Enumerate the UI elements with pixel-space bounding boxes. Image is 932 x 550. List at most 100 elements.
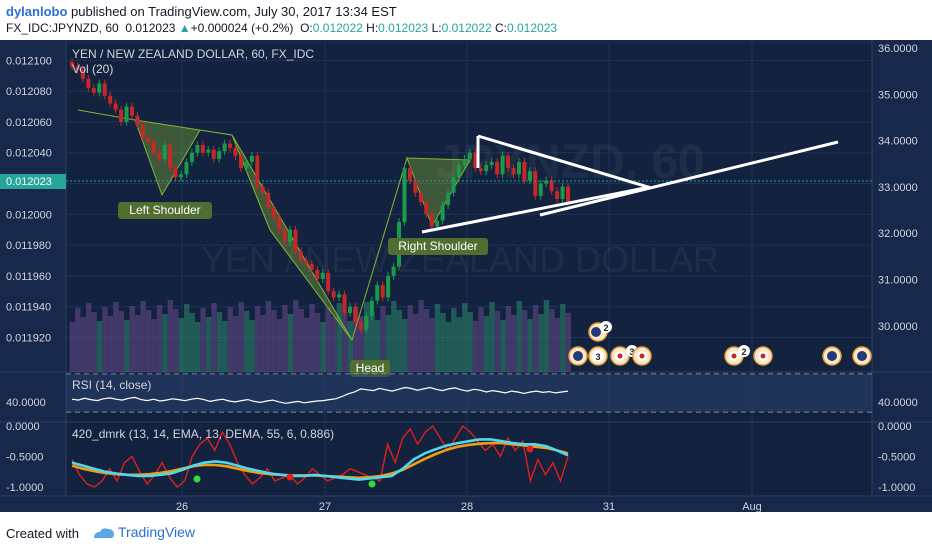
candle-body [70, 61, 74, 67]
candle-body [277, 217, 282, 230]
volume-bar [407, 305, 413, 372]
candle-body [462, 158, 467, 166]
candle-body [238, 155, 243, 169]
candle-body [358, 322, 363, 330]
volume-bar [151, 319, 157, 372]
volume-bar [363, 302, 370, 372]
trendline[interactable] [539, 140, 839, 217]
osc-pane[interactable] [66, 422, 872, 496]
volume-bar [353, 307, 359, 372]
event-marker[interactable]: 2 [724, 345, 750, 366]
candle-body [566, 186, 570, 202]
dmrk-title[interactable]: 420_dmrk (13, 14, EMA, 13, DEMA, 55, 6, … [72, 427, 334, 441]
economic-events[interactable]: 2 3 3 2 [568, 321, 872, 366]
volume-bar [249, 320, 255, 372]
symbol-line: FX_IDC:JPYNZD, 60 0.012023 ▲+0.000024 (+… [6, 21, 557, 35]
candle-body [489, 161, 494, 166]
volume-bar [396, 310, 403, 372]
volume-bar [244, 311, 250, 372]
svg-text:2: 2 [603, 323, 608, 333]
candle-body [195, 145, 200, 153]
last-price: 0.012023 [125, 21, 176, 35]
head-label: Head [356, 361, 385, 375]
dmrk-left-axis[interactable]: 0.0000 -0.5000 -1.0000 [6, 421, 43, 494]
candle-body [516, 161, 521, 175]
candle-body [451, 177, 456, 193]
candle-body [500, 155, 505, 175]
candle-body [380, 285, 385, 298]
candle-body [80, 69, 85, 79]
triangle-lower-line[interactable] [421, 185, 651, 234]
volume-bar [511, 315, 517, 372]
candle-body [364, 315, 369, 330]
candle-body [402, 168, 407, 223]
volume-bar [216, 312, 223, 372]
volume-bar [560, 304, 566, 372]
right-axis-tick: 32.0000 [878, 228, 918, 240]
volume-bar [118, 311, 125, 372]
candle-body [386, 275, 391, 298]
right-volume-axis[interactable]: 36.0000 35.0000 34.0000 33.0000 32.0000 31.00… [878, 43, 918, 333]
candles[interactable] [70, 58, 570, 334]
volume-bar [298, 309, 304, 372]
chart-area[interactable]: JPYNZD, 60 YEN / NEW ZEALAND DOLLAR Left… [0, 40, 932, 513]
candle-body [129, 106, 134, 116]
cross-marker [286, 473, 294, 481]
chart-svg[interactable]: JPYNZD, 60 YEN / NEW ZEALAND DOLLAR Left… [0, 40, 932, 513]
volume-bar [102, 307, 108, 372]
volume-bar [527, 319, 533, 372]
candle-body [119, 109, 124, 122]
event-marker[interactable]: 2 [588, 321, 612, 342]
event-marker[interactable]: 3 [588, 346, 608, 366]
event-marker[interactable] [852, 346, 872, 366]
volume-label[interactable]: Vol (20) [72, 62, 113, 76]
change-arrow-icon: ▲ [178, 21, 191, 35]
time-axis-label: 27 [319, 501, 331, 512]
candle-body [222, 143, 227, 152]
event-marker[interactable] [568, 346, 588, 366]
volume-bar [434, 304, 441, 372]
tradingview-cloud-icon[interactable] [92, 526, 116, 540]
volume-bar [494, 311, 501, 372]
candle-body [375, 285, 380, 301]
volume-bar [184, 304, 190, 372]
dmrk-left-tick: -0.5000 [6, 451, 43, 463]
candle-body [298, 251, 303, 261]
rsi-indicator[interactable]: RSI (14, close) 40.0000 40.0000 [6, 373, 918, 413]
dmrk-right-axis[interactable]: 0.0000 -0.5000 -1.0000 [878, 421, 915, 494]
volume-bar [211, 303, 217, 372]
candle-body [413, 180, 418, 193]
candle-body [495, 161, 500, 175]
right-shoulder-label-bg [388, 238, 488, 255]
triangle-upper-line[interactable] [477, 134, 649, 189]
symbol-label[interactable]: FX_IDC:JPYNZD, 60 [6, 21, 119, 35]
event-marker[interactable] [822, 346, 842, 366]
event-marker[interactable] [610, 346, 630, 366]
volume-bar [374, 320, 381, 372]
candle-body [304, 260, 309, 264]
volume-bar [472, 321, 479, 372]
volume-bar [96, 321, 103, 372]
volume-bar [135, 315, 141, 372]
volume-bar [309, 304, 315, 372]
event-marker[interactable] [753, 346, 773, 366]
rsi-title[interactable]: RSI (14, close) [72, 378, 151, 392]
triangle-pattern[interactable] [421, 134, 839, 234]
head-label-bg [350, 360, 390, 377]
author-link[interactable]: dylanlobo [6, 4, 68, 19]
volume-bar [91, 312, 97, 372]
left-axis-tick: 0.012060 [6, 117, 52, 129]
candle-body [456, 165, 461, 178]
candle-body [75, 66, 80, 70]
candle-body [260, 186, 265, 193]
created-with-label: Created with [6, 526, 79, 541]
event-marker[interactable] [632, 346, 652, 366]
main-title[interactable]: YEN / NEW ZEALAND DOLLAR, 60, FX_IDC [72, 47, 314, 61]
volume-bar [80, 317, 86, 372]
time-axis[interactable]: 26 27 28 31 Aug [176, 501, 762, 513]
candle-body [151, 141, 156, 153]
volume-bar [233, 316, 239, 372]
dmrk-indicator[interactable]: 420_dmrk (13, 14, EMA, 13, DEMA, 55, 6, … [6, 421, 915, 494]
tradingview-brand[interactable]: TradingView [118, 524, 196, 540]
open-value: 0.012022 [312, 21, 363, 35]
